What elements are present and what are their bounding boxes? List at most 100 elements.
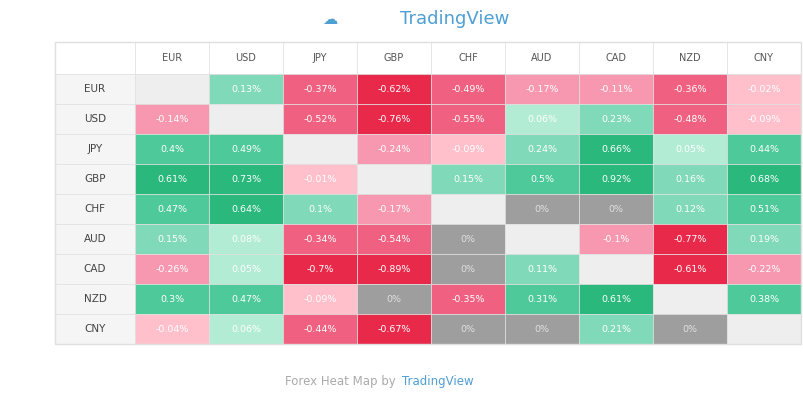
Text: -0.01%: -0.01% (303, 175, 336, 183)
Text: AUD: AUD (84, 234, 106, 244)
Text: -0.34%: -0.34% (303, 235, 336, 243)
Text: 0.51%: 0.51% (748, 204, 778, 214)
Text: -0.11%: -0.11% (598, 85, 632, 94)
Text: -0.48%: -0.48% (672, 114, 706, 123)
Bar (726, 194, 800, 224)
Bar (209, 164, 283, 194)
Bar (504, 254, 578, 284)
Bar (135, 104, 209, 134)
Bar (652, 42, 726, 74)
Text: 0.12%: 0.12% (675, 204, 704, 214)
Text: NZD: NZD (679, 53, 700, 63)
Text: -0.1%: -0.1% (601, 235, 629, 243)
Bar (578, 104, 652, 134)
Bar (504, 314, 578, 344)
Text: 0.05%: 0.05% (675, 145, 704, 154)
Bar (135, 74, 209, 104)
Bar (578, 254, 652, 284)
Bar (726, 74, 800, 104)
Text: 0.44%: 0.44% (748, 145, 778, 154)
Bar (209, 314, 283, 344)
Bar (357, 42, 430, 74)
Bar (430, 42, 504, 74)
Bar (209, 74, 283, 104)
Text: 0.21%: 0.21% (601, 324, 630, 333)
Text: USD: USD (84, 114, 106, 124)
Bar (55, 224, 135, 254)
Text: 0.19%: 0.19% (748, 235, 778, 243)
Text: -0.24%: -0.24% (377, 145, 410, 154)
Bar (504, 134, 578, 164)
Text: 0%: 0% (460, 264, 475, 274)
Text: -0.89%: -0.89% (377, 264, 410, 274)
Text: -0.61%: -0.61% (672, 264, 706, 274)
Text: -0.62%: -0.62% (377, 85, 410, 94)
Bar (652, 104, 726, 134)
Text: 0%: 0% (534, 204, 548, 214)
Text: GBP: GBP (84, 174, 106, 184)
Text: 0%: 0% (460, 235, 475, 243)
Bar (578, 224, 652, 254)
Text: 0.4%: 0.4% (160, 145, 184, 154)
Text: -0.26%: -0.26% (155, 264, 189, 274)
Text: 0%: 0% (682, 324, 697, 333)
Text: CHF: CHF (458, 53, 477, 63)
Bar (357, 224, 430, 254)
Text: 0%: 0% (386, 295, 401, 303)
Text: -0.67%: -0.67% (377, 324, 410, 333)
Bar (55, 42, 135, 74)
Text: 0.61%: 0.61% (601, 295, 630, 303)
Text: GBP: GBP (383, 53, 404, 63)
Bar (357, 194, 430, 224)
Text: -0.49%: -0.49% (450, 85, 484, 94)
Bar (578, 74, 652, 104)
Bar (283, 42, 357, 74)
Bar (652, 164, 726, 194)
Text: -0.35%: -0.35% (450, 295, 484, 303)
Text: -0.09%: -0.09% (450, 145, 484, 154)
Text: JPY: JPY (88, 144, 103, 154)
Bar (726, 284, 800, 314)
Text: 0.49%: 0.49% (230, 145, 261, 154)
Bar (135, 314, 209, 344)
Bar (55, 42, 800, 344)
Bar (209, 194, 283, 224)
Text: -0.54%: -0.54% (377, 235, 410, 243)
Bar (578, 284, 652, 314)
Bar (209, 104, 283, 134)
Bar (652, 254, 726, 284)
Bar (283, 134, 357, 164)
Bar (726, 224, 800, 254)
Text: 0%: 0% (608, 204, 622, 214)
Text: -0.09%: -0.09% (746, 114, 780, 123)
Text: 0.13%: 0.13% (230, 85, 261, 94)
Bar (504, 284, 578, 314)
Text: 0.24%: 0.24% (526, 145, 556, 154)
Bar (357, 314, 430, 344)
Text: 0.92%: 0.92% (601, 175, 630, 183)
Bar (55, 134, 135, 164)
Text: -0.09%: -0.09% (303, 295, 336, 303)
Bar (135, 134, 209, 164)
Bar (55, 254, 135, 284)
Bar (652, 134, 726, 164)
Bar (357, 164, 430, 194)
Bar (430, 194, 504, 224)
Text: -0.02%: -0.02% (746, 85, 780, 94)
Text: 0.11%: 0.11% (526, 264, 556, 274)
Bar (504, 74, 578, 104)
Bar (504, 224, 578, 254)
Bar (209, 254, 283, 284)
Text: 0.16%: 0.16% (675, 175, 704, 183)
Bar (578, 314, 652, 344)
Bar (209, 42, 283, 74)
Bar (135, 254, 209, 284)
Bar (430, 134, 504, 164)
Text: JPY: JPY (312, 53, 327, 63)
Bar (504, 104, 578, 134)
Text: 0.31%: 0.31% (526, 295, 556, 303)
Bar (55, 104, 135, 134)
Text: CAD: CAD (84, 264, 106, 274)
Text: 0.05%: 0.05% (230, 264, 261, 274)
Bar (55, 284, 135, 314)
